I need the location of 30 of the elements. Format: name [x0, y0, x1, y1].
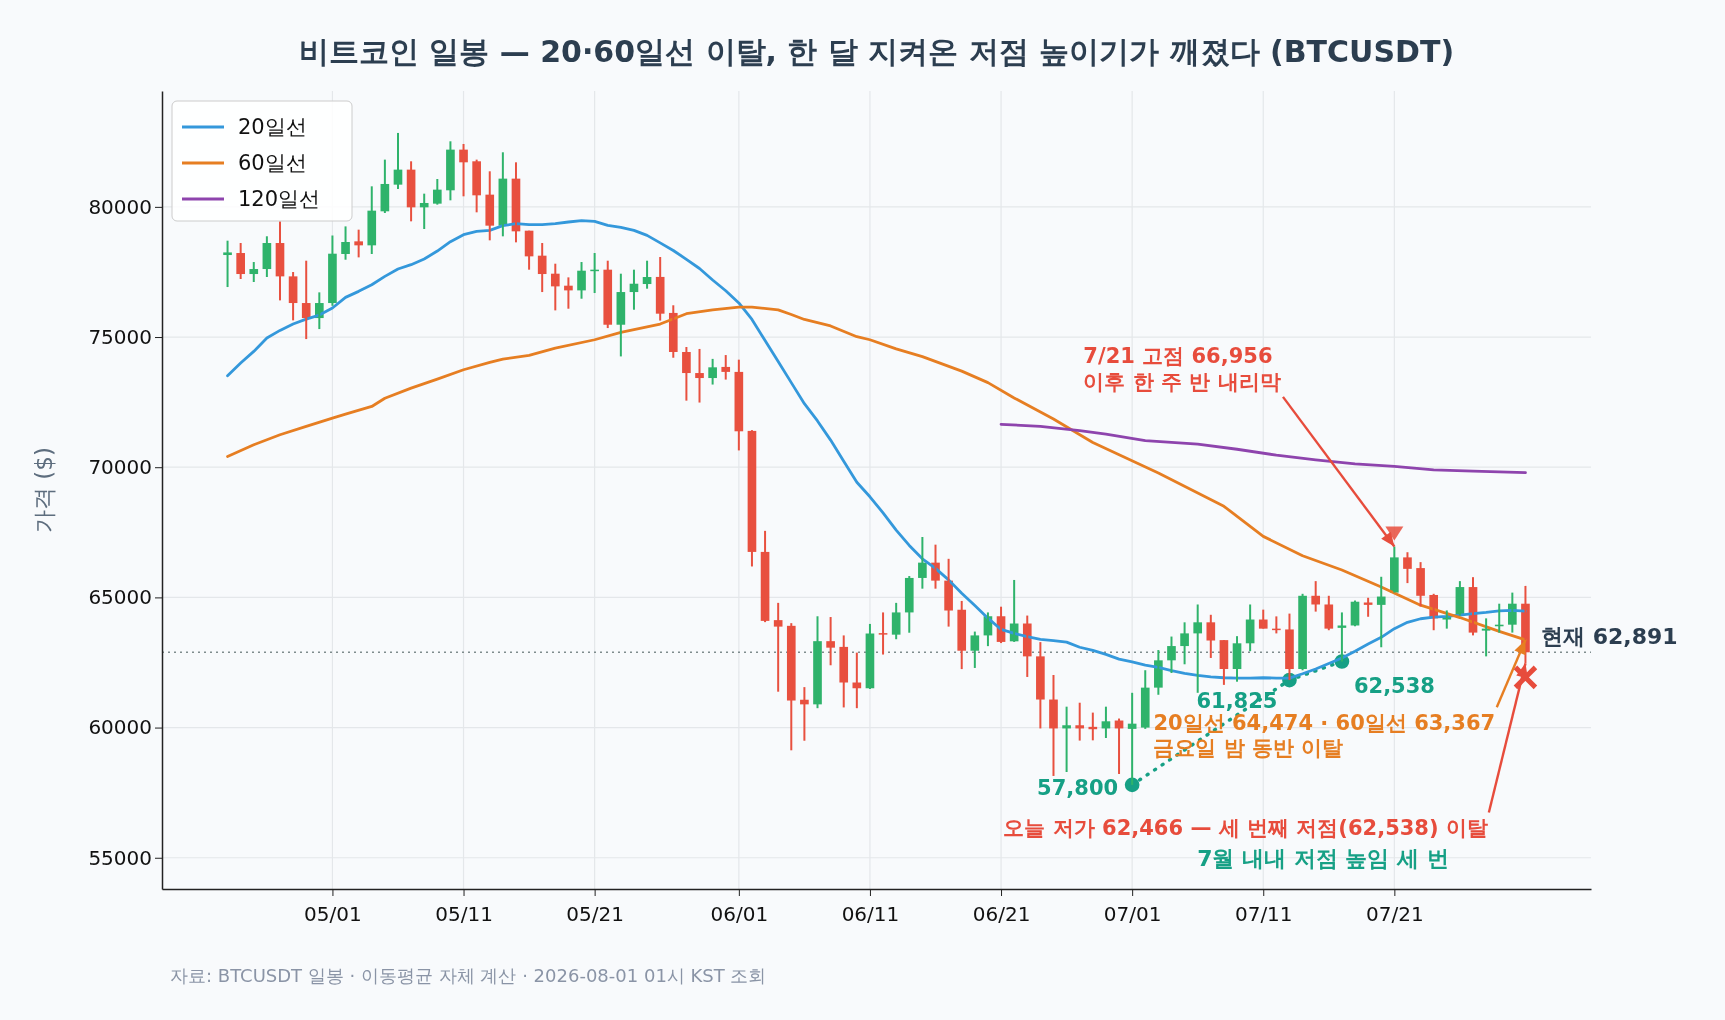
x-tick-label: 06/21	[972, 902, 1031, 926]
y-tick-label: 75000	[88, 324, 152, 349]
legend-label: 20일선	[238, 115, 307, 139]
y-tick-label: 60000	[88, 715, 152, 740]
x-tick-label: 06/01	[710, 902, 769, 926]
candlestick	[223, 239, 232, 289]
y-axis-title: 가격 ($)	[31, 447, 57, 533]
x-tick-label: 05/11	[435, 902, 493, 926]
y-tick-label: 70000	[88, 455, 152, 480]
data-label: 62,538	[1353, 674, 1435, 699]
line-series	[999, 422, 1527, 475]
x-tick-label: 05/21	[566, 902, 624, 926]
y-tick-label: 80000	[88, 194, 152, 219]
annotation: 7월 내내 저점 높임 세 번	[1197, 846, 1449, 871]
chart-title: 비트코인 일봉 — 20·60일선 이탈, 한 달 지켜온 저점 높이기가 깨졌다 (BTCUSDT)	[298, 34, 1455, 69]
x-tick-label: 06/11	[841, 902, 900, 926]
legend-label: 120일선	[238, 187, 321, 211]
y-tick-label: 55000	[88, 845, 152, 870]
x-tick-label: 07/11	[1234, 902, 1293, 926]
ref-line-label: 현재 62,891	[1541, 624, 1678, 650]
text: 자료: BTCUSDT 일봉 · 이동평균 자체 계산 · 2026-08-01 01시 KST 조회	[170, 965, 767, 986]
data-label: 57,800	[1037, 775, 1119, 800]
x-tick-label: 07/01	[1103, 902, 1162, 926]
y-tick-label: 65000	[88, 585, 152, 610]
legend-label: 60일선	[238, 151, 307, 175]
x-tick-label: 05/01	[304, 902, 362, 926]
annotation: 7/21 고점 66,956 이후 한 주 반 내리막	[1083, 344, 1281, 394]
candlestick	[878, 611, 888, 656]
x-tick-label: 07/21	[1366, 902, 1424, 926]
annotation: 오늘 저가 62,466 — 세 번째 저점(62,538) 이탈	[1003, 816, 1488, 841]
